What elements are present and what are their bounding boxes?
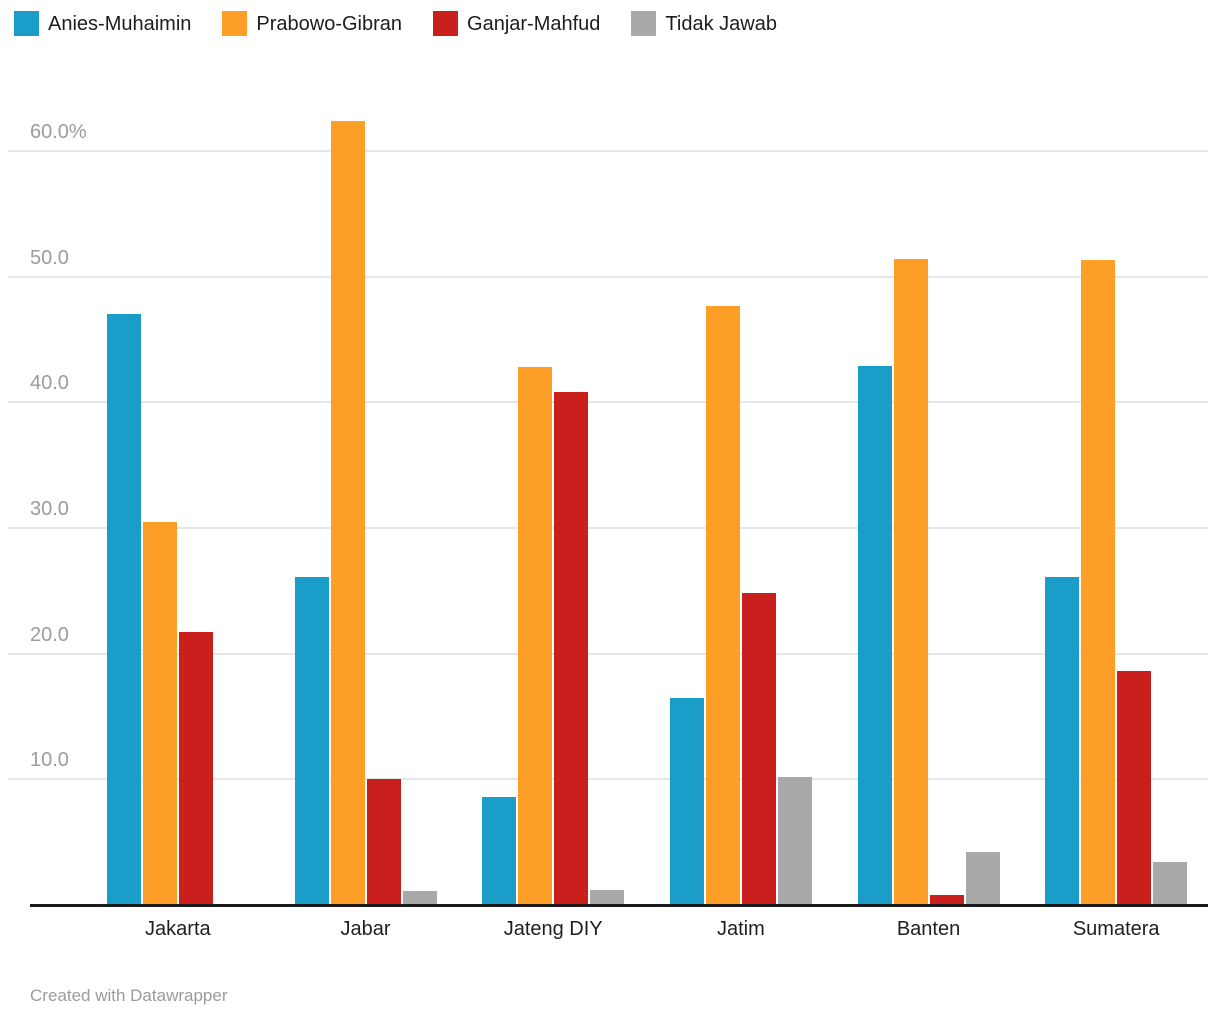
y-tick-label-30: 30.0: [30, 498, 69, 520]
gridline-10: [8, 778, 1208, 780]
bar-ganjar-mahfud-jatim[interactable]: [741, 593, 776, 905]
x-axis-label-jatim: Jatim: [716, 918, 765, 940]
y-tick-label-10: 10.0: [30, 749, 69, 771]
y-tick-label-50: 50.0: [30, 247, 69, 269]
x-axis-label-banten: Banten: [896, 918, 961, 940]
legend-item-ganjar-mahfud: Ganjar-Mahfud: [433, 11, 600, 36]
bar-anies-muhaimin-jateng-diy[interactable]: [482, 796, 517, 905]
bar-group-jateng-diy: [459, 115, 647, 905]
y-tick-label-60: 60.0%: [30, 121, 87, 143]
legend-item-prabowo-gibran: Prabowo-Gibran: [222, 11, 402, 36]
bar-prabowo-gibran-jatim[interactable]: [705, 305, 740, 905]
y-tick-label-20: 20.0: [30, 624, 69, 646]
bar-prabowo-gibran-sumatera[interactable]: [1081, 260, 1116, 905]
bar-prabowo-gibran-jabar[interactable]: [330, 120, 365, 905]
bar-group-jabar: [272, 115, 460, 905]
legend-label: Tidak Jawab: [665, 12, 777, 35]
bar-ganjar-mahfud-sumatera[interactable]: [1117, 671, 1152, 905]
bar-tidak-jawab-jateng-diy[interactable]: [590, 889, 625, 905]
bar-tidak-jawab-jatim[interactable]: [777, 776, 812, 905]
bar-anies-muhaimin-jatim[interactable]: [669, 697, 704, 905]
legend-label: Prabowo-Gibran: [256, 12, 403, 35]
datawrapper-credit-link[interactable]: Created with Datawrapper: [30, 986, 228, 1005]
bar-group-jatim: [647, 115, 835, 905]
legend-item-anies-muhaimin: Anies-Muhaimin: [14, 11, 191, 36]
bar-prabowo-gibran-jakarta[interactable]: [142, 521, 177, 905]
x-axis-line: [30, 904, 1208, 907]
bar-group-sumatera: [1022, 115, 1210, 905]
legend-swatch-icon: [433, 11, 459, 36]
legend: Anies-Muhaimin Prabowo-Gibran Ganjar-Mahfu…: [14, 11, 777, 36]
bar-ganjar-mahfud-jabar[interactable]: [366, 779, 401, 905]
legend-swatch-icon: [14, 11, 39, 36]
legend-item-tidak-jawab: Tidak Jawab: [631, 11, 777, 36]
gridline-30: [8, 527, 1208, 529]
x-axis-label-jakarta: Jakarta: [145, 918, 211, 940]
bar-tidak-jawab-sumatera[interactable]: [1153, 862, 1188, 905]
bar-anies-muhaimin-jabar[interactable]: [294, 577, 329, 905]
bar-group-banten: [835, 115, 1023, 905]
bar-prabowo-gibran-jateng-diy[interactable]: [518, 367, 553, 905]
bar-ganjar-mahfud-jateng-diy[interactable]: [554, 392, 589, 905]
bars-layer: [84, 115, 1210, 905]
y-tick-label-40: 40.0: [30, 372, 69, 394]
bar-anies-muhaimin-banten[interactable]: [857, 365, 892, 905]
x-axis-label-sumatera: Sumatera: [1072, 918, 1160, 940]
bar-tidak-jawab-banten[interactable]: [965, 852, 1000, 905]
bar-ganjar-mahfud-jakarta[interactable]: [178, 632, 213, 905]
x-axis-label-jateng-diy: Jateng DIY: [503, 918, 603, 940]
legend-swatch-icon: [631, 11, 657, 36]
bar-anies-muhaimin-sumatera[interactable]: [1045, 577, 1080, 905]
bar-anies-muhaimin-jakarta[interactable]: [106, 314, 141, 905]
x-axis-label-jabar: Jabar: [340, 918, 391, 940]
x-axis-labels: Jakarta Jabar Jateng DIY Jatim Banten Sumater…: [84, 918, 1210, 941]
bar-tidak-jawab-jabar[interactable]: [402, 891, 437, 905]
bar-prabowo-gibran-banten[interactable]: [893, 259, 928, 905]
legend-label: Ganjar-Mahfud: [467, 12, 601, 35]
gridline-60: [8, 150, 1208, 152]
gridline-50: [8, 276, 1208, 278]
legend-swatch-icon: [222, 11, 248, 36]
gridline-20: [8, 653, 1208, 655]
legend-label: Anies-Muhaimin: [48, 12, 192, 35]
gridline-40: [8, 401, 1208, 403]
bar-group-jakarta: [84, 115, 272, 905]
bar-ganjar-mahfud-banten[interactable]: [929, 894, 964, 905]
